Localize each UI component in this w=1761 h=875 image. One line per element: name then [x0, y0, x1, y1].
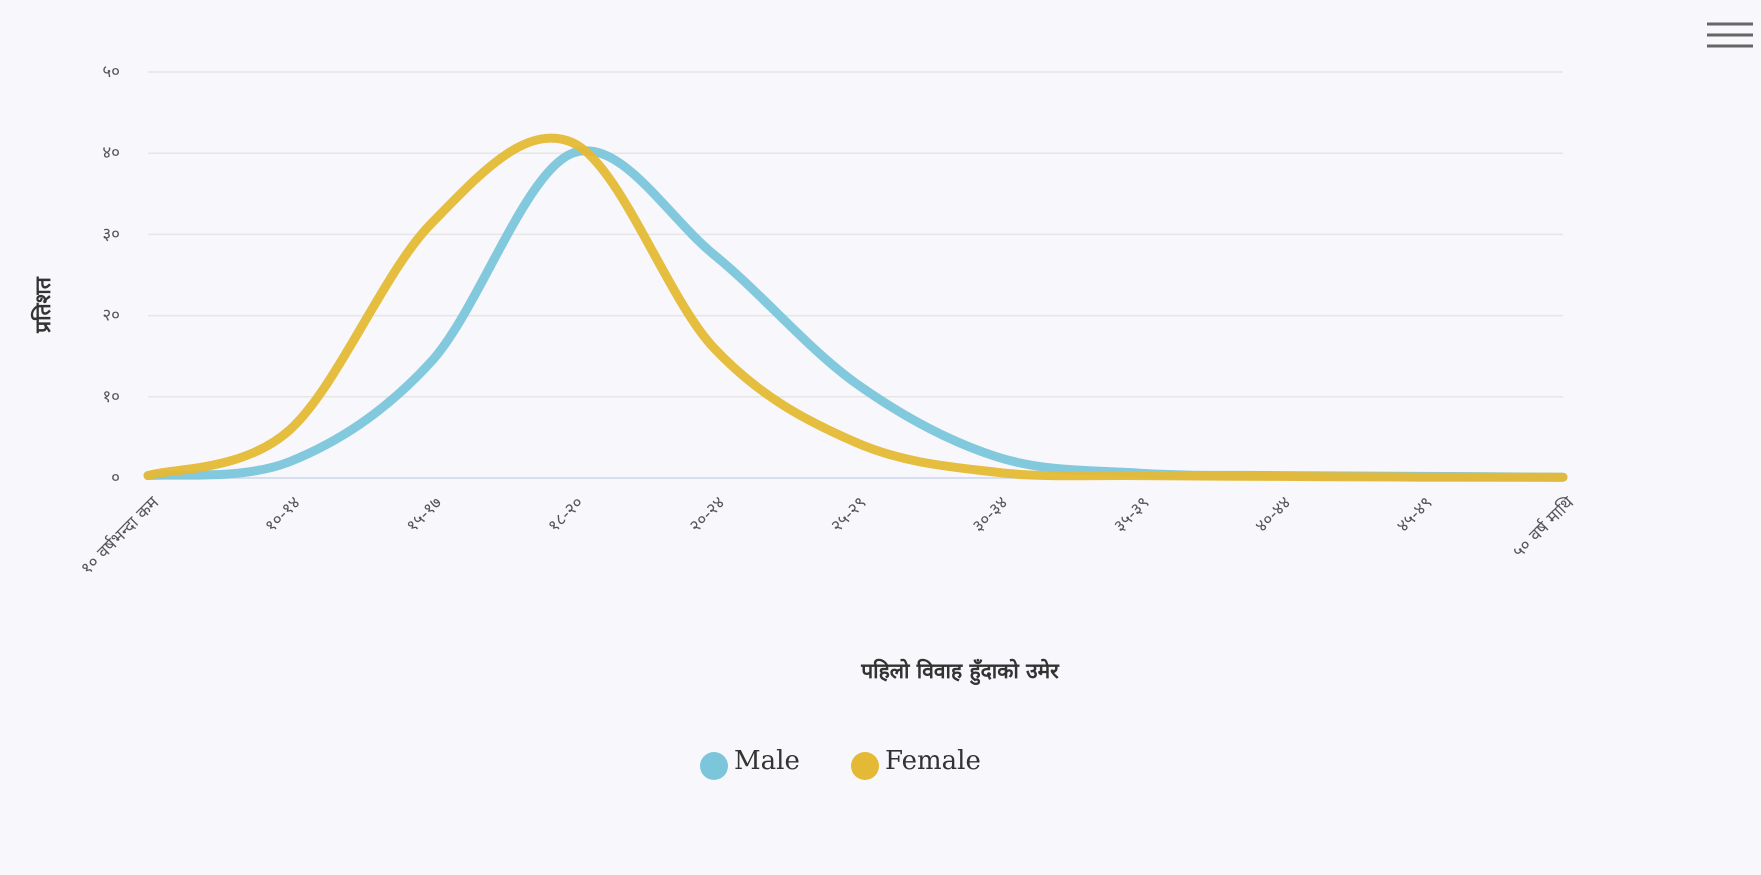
x-axis-title: पहिलो विवाह हुँदाको उमेर [860, 658, 1060, 686]
legend-label: Male [734, 746, 800, 776]
legend-symbol [700, 752, 728, 780]
y-tick-label: २० [102, 306, 120, 326]
legend-item[interactable]: Male [700, 746, 800, 780]
y-tick-label: ३० [102, 224, 120, 244]
y-axis-title: प्रतिशत [30, 276, 55, 334]
menu-button[interactable] [1707, 22, 1753, 48]
y-tick-label: ० [111, 468, 120, 488]
y-tick-label: १० [102, 387, 120, 407]
legend-label: Female [885, 746, 981, 776]
y-tick-label: ५० [102, 62, 120, 82]
legend-item[interactable]: Female [851, 746, 981, 780]
series-line [143, 133, 1568, 482]
y-tick-label: ४० [102, 143, 120, 163]
legend-symbol [851, 752, 879, 780]
